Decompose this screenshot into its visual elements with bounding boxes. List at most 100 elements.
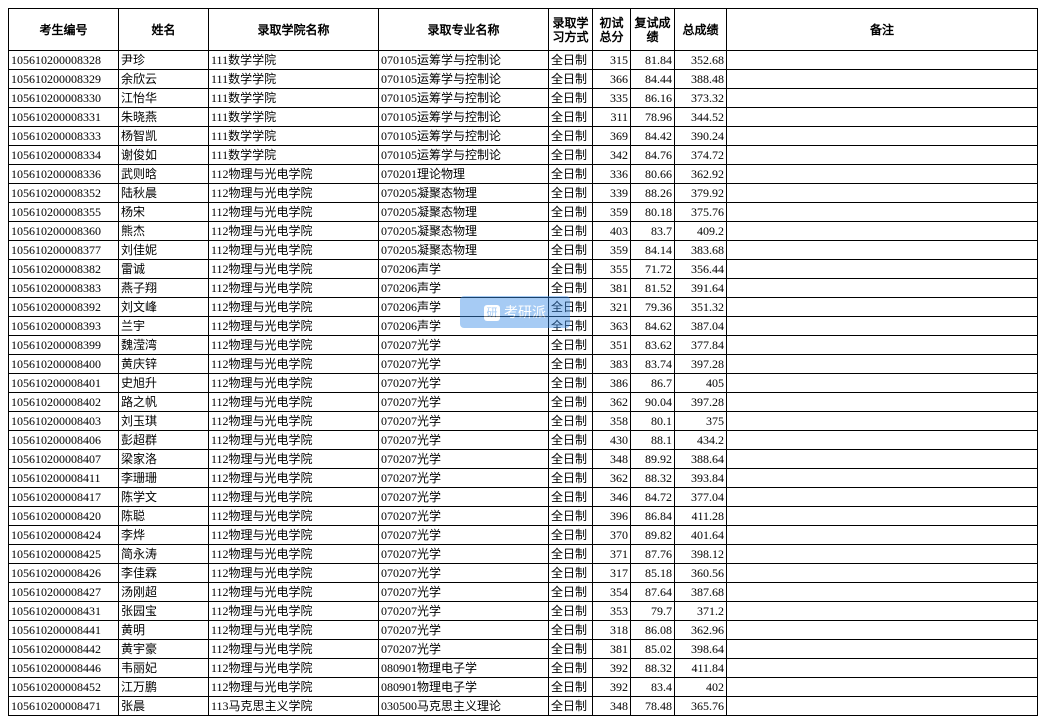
col-total-score: 总成绩 [675, 9, 727, 51]
cell: 全日制 [549, 640, 593, 659]
cell: 全日制 [549, 431, 593, 450]
cell: 112物理与光电学院 [209, 450, 379, 469]
col-major: 录取专业名称 [379, 9, 549, 51]
cell: 105610200008424 [9, 526, 119, 545]
table-row: 105610200008393兰宇112物理与光电学院070206声学全日制36… [9, 317, 1038, 336]
table-row: 105610200008382雷诚112物理与光电学院070206声学全日制35… [9, 260, 1038, 279]
cell: 346 [593, 488, 631, 507]
cell [727, 222, 1038, 241]
cell: 112物理与光电学院 [209, 165, 379, 184]
cell: 全日制 [549, 374, 593, 393]
cell: 362.96 [675, 621, 727, 640]
cell: 燕子翔 [119, 279, 209, 298]
col-name: 姓名 [119, 9, 209, 51]
cell: 全日制 [549, 469, 593, 488]
cell: 全日制 [549, 108, 593, 127]
cell: 80.66 [631, 165, 675, 184]
cell: 78.96 [631, 108, 675, 127]
cell: 105610200008452 [9, 678, 119, 697]
cell: 刘玉琪 [119, 412, 209, 431]
cell: 84.42 [631, 127, 675, 146]
cell: 371 [593, 545, 631, 564]
cell: 全日制 [549, 165, 593, 184]
cell: 359 [593, 203, 631, 222]
cell: 070207光学 [379, 621, 549, 640]
cell: 113马克思主义学院 [209, 697, 379, 716]
cell: 335 [593, 89, 631, 108]
cell: 348 [593, 450, 631, 469]
cell: 杨宋 [119, 203, 209, 222]
cell: 全日制 [549, 279, 593, 298]
cell: 356.44 [675, 260, 727, 279]
cell [727, 431, 1038, 450]
cell: 381 [593, 279, 631, 298]
cell: 105610200008331 [9, 108, 119, 127]
cell: 78.48 [631, 697, 675, 716]
cell: 李烨 [119, 526, 209, 545]
cell: 112物理与光电学院 [209, 298, 379, 317]
cell: 105610200008328 [9, 51, 119, 70]
cell: 全日制 [549, 526, 593, 545]
cell: 105610200008336 [9, 165, 119, 184]
cell: 360.56 [675, 564, 727, 583]
cell: 84.72 [631, 488, 675, 507]
cell: 111数学学院 [209, 127, 379, 146]
admissions-table: 考生编号 姓名 录取学院名称 录取专业名称 录取学习方式 初试总分 复试成绩 总… [8, 8, 1038, 716]
cell: 105610200008333 [9, 127, 119, 146]
cell: 070207光学 [379, 640, 549, 659]
cell: 070201理论物理 [379, 165, 549, 184]
cell: 全日制 [549, 317, 593, 336]
cell: 105610200008360 [9, 222, 119, 241]
table-row: 105610200008446韦丽妃112物理与光电学院080901物理电子学全… [9, 659, 1038, 678]
col-remark: 备注 [727, 9, 1038, 51]
cell: 李佳霖 [119, 564, 209, 583]
cell: 348 [593, 697, 631, 716]
cell: 112物理与光电学院 [209, 279, 379, 298]
cell: 魏滢湾 [119, 336, 209, 355]
cell: 111数学学院 [209, 146, 379, 165]
cell: 434.2 [675, 431, 727, 450]
cell: 83.74 [631, 355, 675, 374]
cell [727, 203, 1038, 222]
col-study-mode: 录取学习方式 [549, 9, 593, 51]
table-row: 105610200008471张晨113马克思主义学院030500马克思主义理论… [9, 697, 1038, 716]
cell: 简永涛 [119, 545, 209, 564]
cell: 80.18 [631, 203, 675, 222]
cell: 90.04 [631, 393, 675, 412]
cell: 112物理与光电学院 [209, 659, 379, 678]
cell: 88.32 [631, 469, 675, 488]
cell: 杨智凯 [119, 127, 209, 146]
cell: 全日制 [549, 336, 593, 355]
table-row: 105610200008330江怡华111数学学院070105运筹学与控制论全日… [9, 89, 1038, 108]
cell: 112物理与光电学院 [209, 469, 379, 488]
cell: 070207光学 [379, 374, 549, 393]
cell [727, 241, 1038, 260]
cell: 112物理与光电学院 [209, 336, 379, 355]
cell: 344.52 [675, 108, 727, 127]
cell: 武则晗 [119, 165, 209, 184]
table-row: 105610200008401史旭升112物理与光电学院070207光学全日制3… [9, 374, 1038, 393]
cell: 070206声学 [379, 317, 549, 336]
cell [727, 526, 1038, 545]
cell: 全日制 [549, 241, 593, 260]
cell: 070205凝聚态物理 [379, 222, 549, 241]
cell: 070105运筹学与控制论 [379, 108, 549, 127]
cell: 全日制 [549, 545, 593, 564]
cell: 362.92 [675, 165, 727, 184]
cell: 87.64 [631, 583, 675, 602]
cell: 陆秋晨 [119, 184, 209, 203]
table-row: 105610200008411李珊珊112物理与光电学院070207光学全日制3… [9, 469, 1038, 488]
cell: 030500马克思主义理论 [379, 697, 549, 716]
table-row: 105610200008407梁家洛112物理与光电学院070207光学全日制3… [9, 450, 1038, 469]
cell: 112物理与光电学院 [209, 507, 379, 526]
cell: 105610200008425 [9, 545, 119, 564]
cell: 070207光学 [379, 545, 549, 564]
cell: 111数学学院 [209, 70, 379, 89]
cell: 81.52 [631, 279, 675, 298]
cell [727, 469, 1038, 488]
cell: 全日制 [549, 89, 593, 108]
cell: 383 [593, 355, 631, 374]
cell: 373.32 [675, 89, 727, 108]
cell: 87.76 [631, 545, 675, 564]
table-row: 105610200008431张园宝112物理与光电学院070207光学全日制3… [9, 602, 1038, 621]
